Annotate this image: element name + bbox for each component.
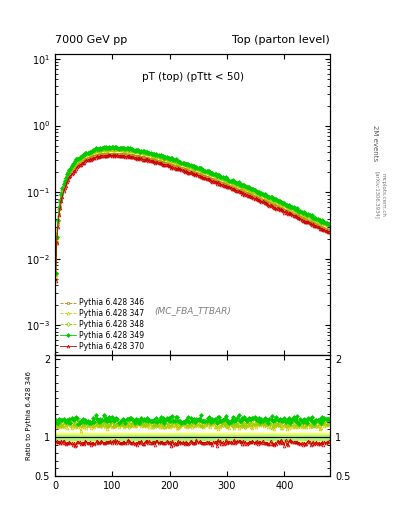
- Pythia 6.428 346: [72, 166, 76, 172]
- Pythia 6.428 348: [65, 173, 70, 179]
- Pythia 6.428 347: [72, 161, 76, 167]
- Pythia 6.428 346: [309, 219, 313, 225]
- Text: (MC_FBA_TTBAR): (MC_FBA_TTBAR): [154, 306, 231, 315]
- Pythia 6.428 349: [235, 180, 240, 186]
- Pythia 6.428 349: [53, 270, 58, 276]
- Pythia 6.428 347: [309, 215, 313, 221]
- Pythia 6.428 347: [65, 174, 70, 180]
- Pythia 6.428 348: [309, 215, 313, 221]
- Pythia 6.428 348: [72, 161, 76, 167]
- Pythia 6.428 346: [147, 156, 152, 162]
- Pythia 6.428 370: [147, 157, 152, 163]
- Pythia 6.428 349: [309, 213, 313, 219]
- Legend: Pythia 6.428 346, Pythia 6.428 347, Pythia 6.428 348, Pythia 6.428 349, Pythia 6: Pythia 6.428 346, Pythia 6.428 347, Pyth…: [58, 297, 146, 352]
- Pythia 6.428 347: [147, 152, 152, 158]
- Line: Pythia 6.428 348: Pythia 6.428 348: [54, 147, 331, 275]
- Pythia 6.428 346: [110, 151, 115, 157]
- Pythia 6.428 348: [97, 147, 101, 153]
- Pythia 6.428 349: [109, 144, 114, 150]
- Pythia 6.428 370: [235, 187, 240, 194]
- Pythia 6.428 347: [327, 223, 331, 229]
- Pythia 6.428 349: [327, 221, 331, 227]
- Pythia 6.428 348: [53, 271, 58, 277]
- Pythia 6.428 348: [327, 223, 331, 229]
- Pythia 6.428 348: [110, 145, 115, 152]
- Text: mcplots.cern.ch: mcplots.cern.ch: [381, 173, 386, 217]
- Pythia 6.428 346: [97, 152, 101, 158]
- Pythia 6.428 370: [309, 221, 313, 227]
- Pythia 6.428 347: [235, 181, 240, 187]
- Line: Pythia 6.428 349: Pythia 6.428 349: [54, 145, 331, 274]
- Pythia 6.428 349: [65, 172, 70, 178]
- Pythia 6.428 349: [147, 150, 152, 156]
- Pythia 6.428 370: [97, 154, 101, 160]
- Pythia 6.428 349: [97, 146, 101, 153]
- Line: Pythia 6.428 347: Pythia 6.428 347: [54, 147, 331, 276]
- Pythia 6.428 370: [72, 168, 76, 174]
- Line: Pythia 6.428 370: Pythia 6.428 370: [54, 153, 331, 282]
- Pythia 6.428 348: [235, 182, 240, 188]
- Pythia 6.428 370: [53, 278, 58, 284]
- Y-axis label: Ratio to Pythia 6.428 346: Ratio to Pythia 6.428 346: [26, 371, 32, 460]
- Text: Top (parton level): Top (parton level): [232, 35, 330, 45]
- Pythia 6.428 346: [65, 177, 70, 183]
- Pythia 6.428 349: [72, 160, 76, 166]
- Pythia 6.428 370: [327, 229, 331, 235]
- Text: 2M events: 2M events: [372, 125, 378, 161]
- Text: pT (top) (pTtt < 50): pT (top) (pTtt < 50): [141, 72, 244, 82]
- Pythia 6.428 347: [104, 145, 108, 152]
- Pythia 6.428 346: [235, 186, 240, 192]
- Pythia 6.428 346: [327, 227, 331, 233]
- Text: 7000 GeV pp: 7000 GeV pp: [55, 35, 127, 45]
- Pythia 6.428 347: [97, 147, 101, 154]
- Text: [arXiv:1306.3934]: [arXiv:1306.3934]: [374, 170, 379, 219]
- Pythia 6.428 370: [113, 152, 118, 158]
- Pythia 6.428 346: [53, 276, 58, 282]
- Pythia 6.428 347: [53, 272, 58, 279]
- Line: Pythia 6.428 346: Pythia 6.428 346: [54, 152, 331, 280]
- Pythia 6.428 348: [147, 151, 152, 157]
- Pythia 6.428 370: [65, 179, 70, 185]
